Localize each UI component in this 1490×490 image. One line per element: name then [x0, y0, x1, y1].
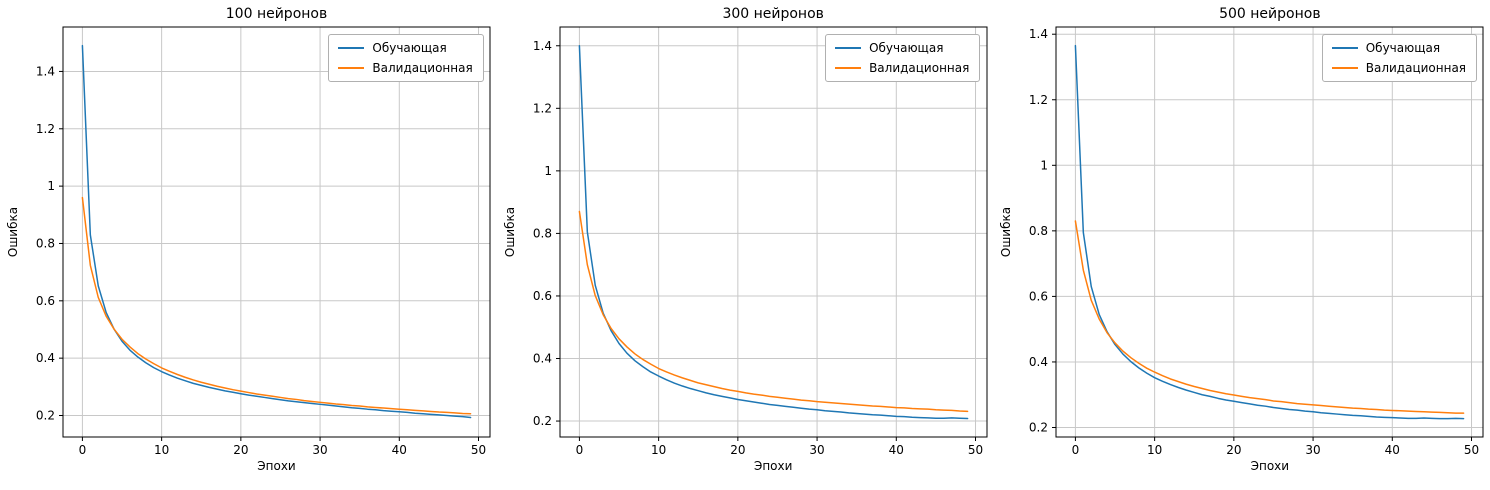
chart-title: 500 нейронов: [1219, 6, 1321, 22]
svg-text:40: 40: [1385, 443, 1400, 457]
legend-label: Обучающая: [869, 41, 944, 55]
training-line-swatch: [835, 47, 862, 49]
svg-text:0.6: 0.6: [533, 289, 552, 303]
x-axis-label: Эпохи: [1250, 459, 1290, 473]
validation-line-swatch: [338, 67, 365, 69]
svg-text:1.2: 1.2: [533, 101, 552, 115]
svg-text:10: 10: [1147, 443, 1162, 457]
legend-label: Валидационная: [1365, 61, 1467, 75]
plot-area: 0 10 20 30 40 50 0.2 0.4 0.6 0.8 1 1.2 1.4: [36, 26, 491, 457]
chart-title: 100 нейронов: [225, 6, 328, 22]
svg-text:0: 0: [575, 443, 583, 457]
svg-text:10: 10: [154, 443, 169, 457]
svg-text:1.4: 1.4: [533, 39, 552, 53]
svg-text:1: 1: [544, 164, 552, 178]
svg-text:0.8: 0.8: [36, 236, 55, 250]
svg-text:20: 20: [1227, 443, 1242, 457]
validation-line-swatch: [1331, 67, 1358, 69]
svg-text:30: 30: [1306, 443, 1321, 457]
svg-text:0.4: 0.4: [533, 352, 552, 366]
training-line-swatch: [338, 47, 365, 49]
svg-text:30: 30: [809, 443, 824, 457]
svg-text:50: 50: [968, 443, 983, 457]
svg-text:1.4: 1.4: [36, 64, 55, 78]
svg-text:0.2: 0.2: [1029, 420, 1048, 434]
svg-text:0: 0: [1072, 443, 1080, 457]
svg-text:50: 50: [471, 443, 486, 457]
svg-text:1.4: 1.4: [1029, 27, 1048, 41]
svg-text:0.4: 0.4: [1029, 355, 1048, 369]
svg-text:0.6: 0.6: [1029, 289, 1048, 303]
svg-text:0.2: 0.2: [36, 408, 55, 422]
svg-text:0.8: 0.8: [1029, 224, 1048, 238]
x-axis-label: Эпохи: [753, 459, 793, 473]
legend-item-training: Обучающая: [835, 41, 969, 55]
legend-label: Валидационная: [372, 61, 473, 75]
chart-panel-500-neurons: 500 нейронов Ошибка Эпохи 0 10 20 30 40 50 0.2…: [993, 0, 1490, 490]
legend-label: Обучающая: [372, 41, 447, 55]
legend-label: Валидационная: [869, 61, 970, 75]
svg-text:0.2: 0.2: [533, 414, 552, 428]
chart-panel-100-neurons: 100 нейронов Ошибка Эпохи 0 10 20 30 40 50 0.2…: [0, 0, 497, 490]
svg-text:0: 0: [79, 443, 87, 457]
legend-item-validation: Валидационная: [338, 61, 473, 75]
legend-item-validation: Валидационная: [1331, 61, 1467, 75]
svg-text:30: 30: [312, 443, 327, 457]
svg-text:10: 10: [651, 443, 666, 457]
svg-text:0.6: 0.6: [36, 294, 55, 308]
svg-text:1: 1: [47, 179, 55, 193]
legend: Обучающая Валидационная: [328, 34, 484, 82]
svg-text:1.2: 1.2: [36, 122, 55, 136]
svg-text:40: 40: [392, 443, 407, 457]
legend-item-training: Обучающая: [338, 41, 472, 55]
svg-text:1: 1: [1041, 158, 1049, 172]
legend-item-validation: Валидационная: [835, 61, 969, 75]
plot-area: 0 10 20 30 40 50 0.2 0.4 0.6 0.8 1 1.2 1.4: [533, 26, 988, 457]
svg-text:0.8: 0.8: [533, 226, 552, 240]
legend-label: Обучающая: [1365, 41, 1441, 55]
svg-text:20: 20: [730, 443, 745, 457]
svg-text:0.4: 0.4: [36, 351, 55, 365]
training-line-swatch: [1331, 47, 1358, 49]
svg-text:20: 20: [233, 443, 248, 457]
legend-item-training: Обучающая: [1331, 41, 1466, 55]
chart-title: 300 нейронов: [722, 6, 824, 22]
svg-text:1.2: 1.2: [1029, 93, 1048, 107]
svg-text:40: 40: [888, 443, 903, 457]
legend: Обучающая Валидационная: [825, 34, 981, 82]
chart-panel-300-neurons: 300 нейронов Ошибка Эпохи 0 10 20 30 40 50 0.2…: [497, 0, 994, 490]
svg-text:50: 50: [1464, 443, 1479, 457]
validation-line-swatch: [835, 67, 862, 69]
x-axis-label: Эпохи: [257, 459, 296, 473]
legend: Обучающая Валидационная: [1321, 34, 1478, 82]
